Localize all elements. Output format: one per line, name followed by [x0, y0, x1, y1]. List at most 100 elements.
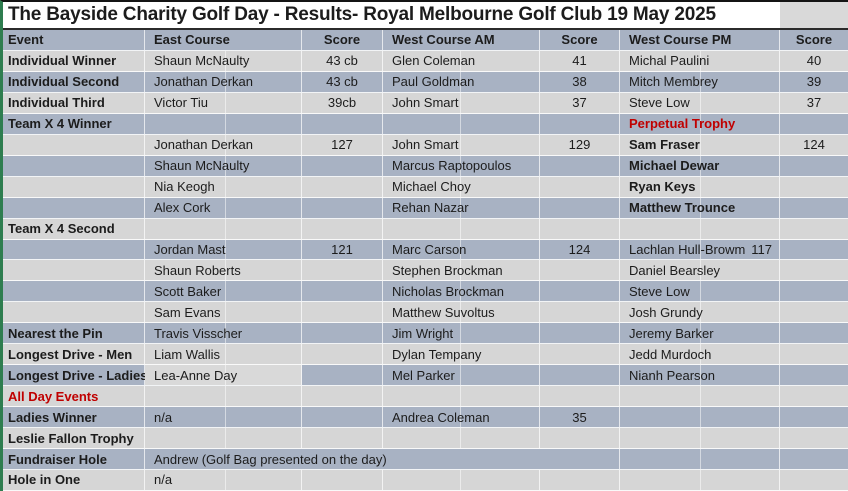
am-score-cell — [540, 218, 620, 239]
table-row: Alex Cork Rehan Nazar Matthew Trounce — [3, 197, 848, 219]
table-row: Leslie Fallon Trophy — [3, 428, 848, 450]
event-cell — [3, 302, 145, 323]
east-name-cell — [145, 218, 302, 239]
east-name-cell: n/a — [145, 407, 302, 428]
east-name-cell: Jonathan Derkan — [145, 71, 302, 92]
am-name-cell — [383, 113, 540, 134]
pm-score-cell: 124 — [803, 137, 825, 153]
pm-score-cell — [780, 449, 848, 469]
am-name-cell — [383, 470, 540, 490]
am-name-cell: Mel Parker — [383, 365, 540, 386]
pm-name-cell: Michael Dewar — [620, 155, 780, 176]
am-score-cell — [540, 176, 620, 197]
table-row: Longest Drive - Ladies Lea-Anne Day Mel Pa… — [3, 365, 848, 387]
pm-score-cell: 39 — [806, 74, 822, 90]
pm-score-cell — [780, 407, 848, 427]
event-cell: Ladies Winner — [3, 407, 145, 428]
east-name-cell: Jonathan Derkan — [145, 134, 302, 155]
pm-name-cell: Lachlan Hull-Browm 117 — [620, 239, 780, 260]
table-row: Nearest the Pin Travis Visscher Jim Wright… — [3, 323, 848, 345]
pm-name-cell: Steve Low — [620, 281, 780, 302]
table-row: Scott Baker Nicholas Brockman Steve Low — [3, 281, 848, 303]
header-am-score: Score — [540, 30, 620, 50]
table-row: Individual Third Victor Tiu 39cb John Smart… — [3, 92, 848, 114]
title-stub-cell — [780, 2, 848, 28]
event-cell: Individual Winner — [3, 50, 145, 71]
am-name-cell — [383, 218, 540, 239]
am-score-cell — [540, 197, 620, 218]
east-score-cell — [302, 323, 383, 344]
east-score-cell — [302, 218, 383, 239]
east-score-cell — [302, 386, 383, 407]
am-score-cell — [540, 260, 620, 281]
east-name-cell: Jordan Mast — [145, 239, 302, 260]
pm-score-cell — [780, 470, 848, 490]
header-west-course-pm: West Course PM — [620, 30, 780, 50]
pm-name-cell: Perpetual Trophy — [620, 113, 780, 134]
pm-name-cell: Ryan Keys — [620, 176, 780, 197]
east-name-cell: Andrew (Golf Bag presented on the day) — [145, 449, 620, 470]
east-name-cell: Sam Evans — [145, 302, 302, 323]
east-name-cell: Scott Baker — [145, 281, 302, 302]
east-score-cell — [302, 407, 383, 428]
event-cell: Longest Drive - Ladies — [3, 365, 147, 386]
page-title: The Bayside Charity Golf Day - Results- … — [3, 2, 780, 28]
am-score-cell — [540, 302, 620, 323]
event-cell: All Day Events — [3, 386, 145, 407]
east-score-cell: 121 — [302, 239, 383, 260]
east-score-cell — [302, 113, 383, 134]
pm-name-cell — [620, 470, 780, 490]
pm-score-cell — [780, 281, 848, 301]
am-name-cell — [383, 386, 540, 407]
east-name-cell — [145, 386, 302, 407]
east-name-cell: Lea-Anne Day — [145, 365, 302, 386]
am-score-cell: 35 — [540, 407, 620, 428]
pm-name-cell — [620, 218, 780, 239]
east-name-cell: Nia Keogh — [145, 176, 302, 197]
east-name-cell: Shaun McNaulty — [145, 155, 302, 176]
am-score-cell — [540, 365, 620, 386]
am-name-cell: Marcus Raptopoulos — [383, 155, 540, 176]
east-score-cell — [302, 302, 383, 323]
east-score-cell: 43 cb — [302, 71, 383, 92]
results-table: Event East Course Score West Course AM S… — [3, 30, 848, 491]
east-score-cell — [302, 281, 383, 302]
pm-score-cell — [780, 219, 848, 239]
event-cell: Leslie Fallon Trophy — [3, 428, 145, 449]
table-row: Longest Drive - Men Liam Wallis Dylan Temp… — [3, 344, 848, 366]
pm-score-cell — [780, 198, 848, 218]
table-row: Shaun McNaulty Marcus Raptopoulos Michael … — [3, 155, 848, 177]
table-row: Fundraiser Hole Andrew (Golf Bag presente… — [3, 449, 848, 471]
east-score-cell — [302, 155, 383, 176]
pm-name-cell: Jedd Murdoch — [620, 344, 780, 365]
pm-score-cell — [780, 365, 848, 385]
event-cell — [3, 176, 145, 197]
pm-score-cell — [780, 302, 848, 322]
east-score-cell: 43 cb — [302, 50, 383, 71]
pm-score-cell: 37 — [806, 95, 822, 111]
event-cell: Longest Drive - Men — [3, 344, 145, 365]
pm-name-cell: Sam Fraser — [620, 134, 780, 155]
pm-name-cell: Josh Grundy — [620, 302, 780, 323]
pm-name-cell — [620, 428, 780, 449]
am-name-cell: Rehan Nazar — [383, 197, 540, 218]
table-row: Sam Evans Matthew Suvoltus Josh Grundy — [3, 302, 848, 324]
am-score-cell — [540, 155, 620, 176]
east-score-cell — [302, 260, 383, 281]
table-row: Ladies Winner n/a Andrea Coleman 35 — [3, 407, 848, 429]
pm-score-cell — [780, 114, 848, 134]
title-row: The Bayside Charity Golf Day - Results- … — [3, 2, 848, 30]
am-name-cell: Andrea Coleman — [383, 407, 540, 428]
table-row: Shaun Roberts Stephen Brockman Daniel Bear… — [3, 260, 848, 282]
event-cell: Individual Second — [3, 71, 145, 92]
pm-name-cell: Matthew Trounce — [620, 197, 780, 218]
pm-score-cell — [780, 156, 848, 176]
am-name-cell: Glen Coleman — [383, 50, 540, 71]
table-row: Hole in One n/a — [3, 470, 848, 491]
east-score-cell — [302, 428, 383, 449]
am-score-cell: 41 — [540, 50, 620, 71]
am-name-cell — [383, 428, 540, 449]
header-east-course: East Course — [145, 30, 302, 50]
am-score-cell — [540, 113, 620, 134]
